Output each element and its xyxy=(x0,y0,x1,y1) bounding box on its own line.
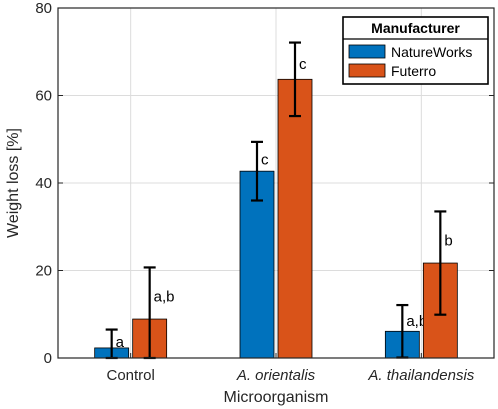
legend-label-natureworks: NatureWorks xyxy=(391,44,472,60)
x-tick-label: A. orientalis xyxy=(236,367,316,384)
legend-swatch-futerro xyxy=(348,63,386,78)
bar-annotation: a,b xyxy=(154,288,175,305)
y-axis-title: Weight loss [%] xyxy=(5,128,22,238)
y-tick-label: 40 xyxy=(35,175,52,192)
bar-annotation: c xyxy=(261,152,269,169)
legend-label-futerro: Futerro xyxy=(391,63,436,79)
error-bar-natureworks-1 xyxy=(251,140,263,202)
legend-swatch-natureworks xyxy=(348,44,386,59)
y-tick-label: 0 xyxy=(44,350,52,367)
bar-annotation: c xyxy=(299,56,307,73)
legend-title: Manufacturer xyxy=(371,20,460,36)
y-tick-label: 80 xyxy=(35,0,52,17)
bar-annotation: a,b xyxy=(406,313,427,330)
legend: Manufacturer NatureWorks Futerro xyxy=(342,16,489,85)
error-bar-futerro-2 xyxy=(434,210,447,316)
bar-annotation: a xyxy=(116,334,125,351)
bar-natureworks-1 xyxy=(239,170,275,359)
y-tick-label: 20 xyxy=(35,263,52,280)
bar-annotation: b xyxy=(444,232,452,249)
x-axis-title: Microorganism xyxy=(224,389,329,406)
bar-futerro-1 xyxy=(277,78,313,359)
x-tick-label: Control xyxy=(106,367,154,384)
x-tick-label: A. thailandensis xyxy=(367,367,474,384)
error-bar-futerro-1 xyxy=(289,41,301,118)
y-tick-label: 60 xyxy=(35,88,52,105)
